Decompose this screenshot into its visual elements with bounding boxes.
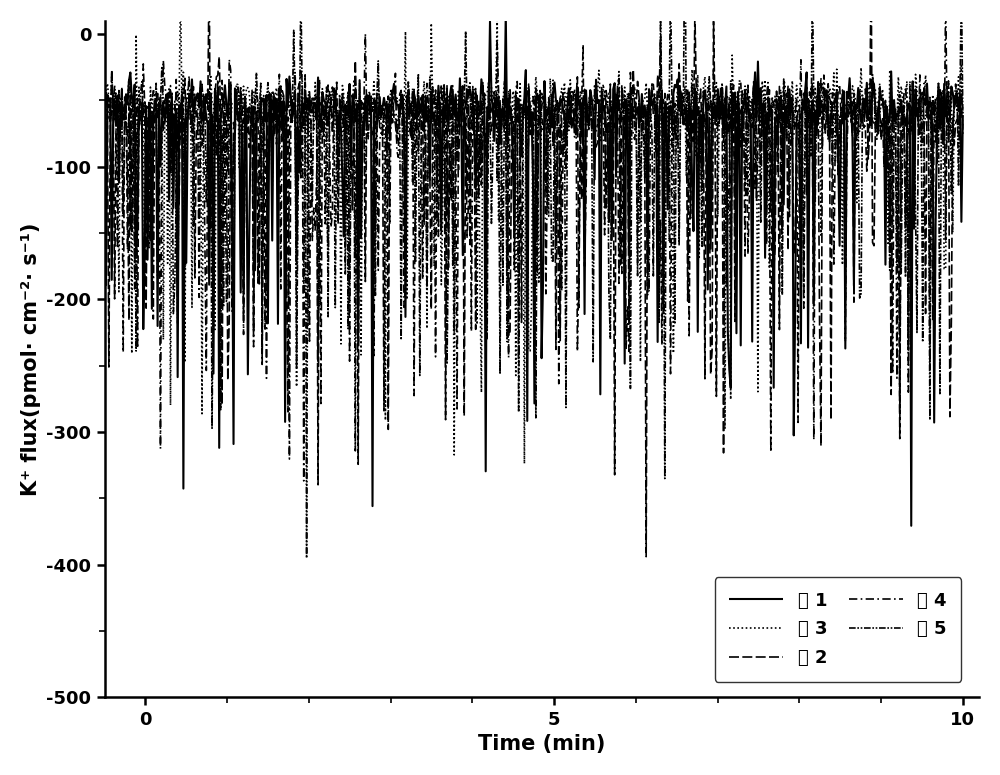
X-axis label: Time (min): Time (min) xyxy=(478,734,606,754)
Y-axis label: K⁺ flux(pmol· cm⁻²· s⁻¹): K⁺ flux(pmol· cm⁻²· s⁻¹) xyxy=(21,222,41,496)
Legend: 鱼 1, 鱼 3, 鱼 2, 鱼 4, 鱼 5: 鱼 1, 鱼 3, 鱼 2, 鱼 4, 鱼 5 xyxy=(715,577,961,682)
